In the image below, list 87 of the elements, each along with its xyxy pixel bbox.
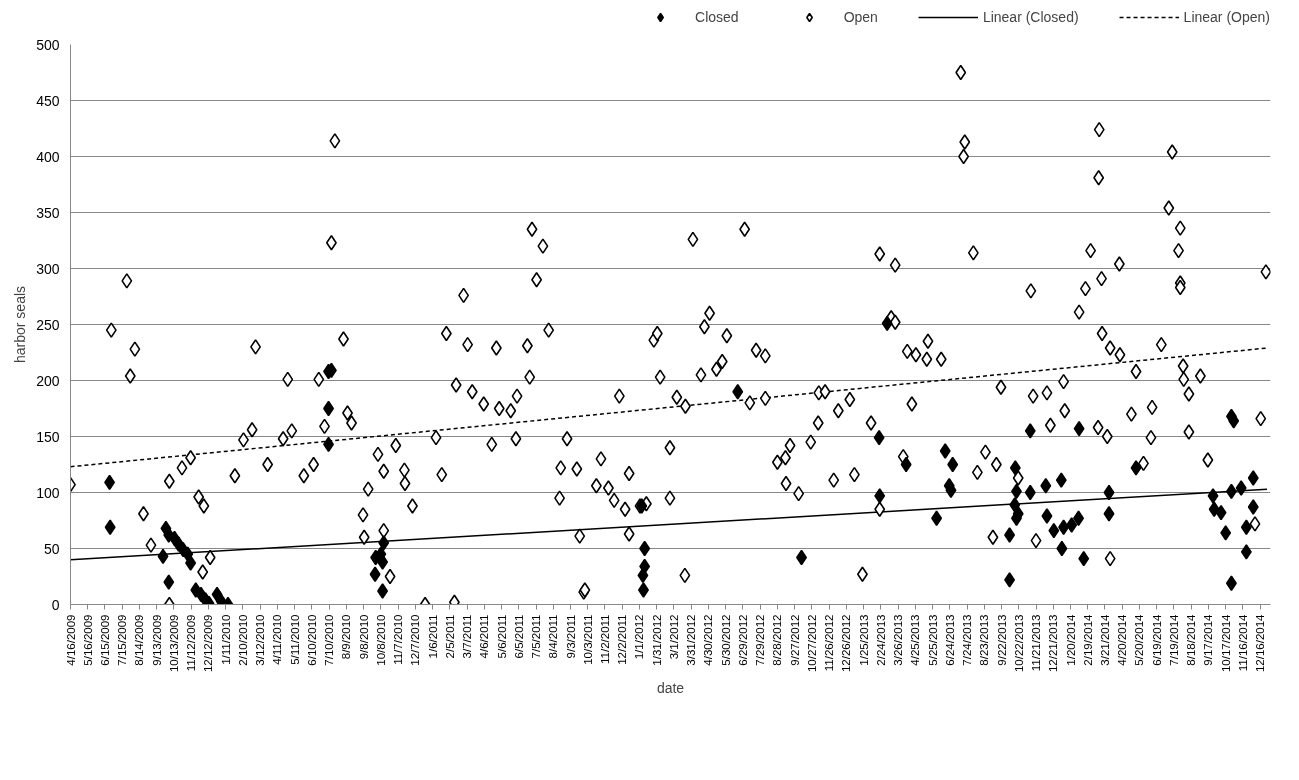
x-tick-label: 11/7/2010 xyxy=(392,614,405,665)
y-tick-label: 350 xyxy=(36,204,60,221)
legend-label: Linear (Open) xyxy=(1183,9,1270,25)
x-tick-label: 1/1/2012 xyxy=(633,614,646,660)
x-axis-title: date xyxy=(656,680,685,697)
x-tick-label: 11/12/2009 xyxy=(185,614,198,672)
x-tick-label: 4/6/2011 xyxy=(478,614,491,659)
y-tick-label: 300 xyxy=(36,260,60,277)
x-tick-label: 12/2/2011 xyxy=(616,614,629,665)
x-tick-label: 11/26/2012 xyxy=(823,614,836,672)
x-tick-label: 6/24/2013 xyxy=(943,614,956,666)
x-tick-label: 6/15/2009 xyxy=(98,614,111,666)
x-tick-label: 3/1/2012 xyxy=(667,614,680,660)
x-tick-label: 7/19/2014 xyxy=(1167,613,1180,666)
x-tick-label: 4/11/2010 xyxy=(271,614,284,665)
legend-label: Open xyxy=(843,9,878,25)
x-tick-label: 8/28/2012 xyxy=(771,614,784,666)
x-tick-label: 6/5/2011 xyxy=(512,614,525,659)
x-tick-label: 11/21/2013 xyxy=(1030,614,1043,672)
y-tick-label: 0 xyxy=(51,596,60,613)
x-tick-label: 1/20/2014 xyxy=(1064,613,1077,666)
x-tick-label: 9/8/2010 xyxy=(357,614,370,660)
x-tick-label: 7/29/2012 xyxy=(754,614,767,666)
x-tick-label: 9/3/2011 xyxy=(564,614,577,659)
y-tick-label: 150 xyxy=(36,428,60,445)
x-tick-label: 1/31/2012 xyxy=(650,614,663,666)
x-tick-label: 1/6/2011 xyxy=(426,614,439,659)
x-tick-label: 10/3/2011 xyxy=(581,614,594,665)
x-tick-label: 7/24/2013 xyxy=(961,614,974,666)
x-tick-label: 10/13/2009 xyxy=(167,614,180,673)
x-tick-label: 1/25/2013 xyxy=(857,614,870,666)
x-tick-label: 5/16/2009 xyxy=(81,614,94,666)
x-tick-label: 8/14/2009 xyxy=(133,614,146,666)
y-tick-label: 250 xyxy=(36,316,60,333)
x-tick-label: 12/16/2014 xyxy=(1254,613,1267,673)
y-tick-label: 100 xyxy=(36,484,60,501)
x-tick-label: 4/25/2013 xyxy=(909,614,922,666)
x-tick-label: 9/13/2009 xyxy=(150,614,163,666)
x-tick-label: 2/10/2010 xyxy=(236,614,249,666)
x-tick-label: 2/5/2011 xyxy=(443,614,456,659)
x-tick-label: 12/12/2009 xyxy=(202,614,215,673)
y-tick-label: 500 xyxy=(36,36,60,53)
y-tick-label: 450 xyxy=(36,92,60,109)
x-tick-label: 10/8/2010 xyxy=(374,614,387,666)
x-tick-label: 5/6/2011 xyxy=(495,614,508,659)
legend-label: Linear (Closed) xyxy=(982,9,1079,25)
x-tick-label: 4/20/2014 xyxy=(1116,613,1129,666)
x-tick-label: 9/27/2012 xyxy=(788,614,801,666)
x-tick-label: 5/30/2012 xyxy=(719,614,732,666)
x-tick-label: 1/11/2010 xyxy=(219,614,232,665)
x-tick-label: 11/2/2011 xyxy=(598,614,611,664)
x-tick-label: 8/18/2014 xyxy=(1185,613,1198,666)
x-tick-label: 2/24/2013 xyxy=(874,614,887,666)
x-tick-label: 8/9/2010 xyxy=(340,614,353,660)
x-tick-label: 3/21/2014 xyxy=(1098,613,1111,666)
x-tick-label: 4/16/2009 xyxy=(64,614,77,666)
x-tick-label: 9/17/2014 xyxy=(1202,613,1215,666)
x-tick-label: 9/22/2013 xyxy=(995,614,1008,666)
y-tick-label: 400 xyxy=(36,148,60,165)
x-tick-label: 7/5/2011 xyxy=(530,614,543,659)
y-tick-label: 50 xyxy=(43,540,60,557)
x-tick-label: 4/30/2012 xyxy=(702,614,715,666)
x-tick-label: 6/19/2014 xyxy=(1150,613,1163,666)
legend-label: Closed xyxy=(695,9,739,25)
x-tick-label: 3/31/2012 xyxy=(685,614,698,666)
x-tick-label: 6/29/2012 xyxy=(736,614,749,666)
x-tick-label: 3/26/2013 xyxy=(892,614,905,666)
x-tick-label: 10/22/2013 xyxy=(1012,614,1025,673)
x-tick-label: 6/10/2010 xyxy=(305,614,318,666)
x-tick-label: 8/4/2011 xyxy=(547,614,560,659)
x-tick-label: 2/19/2014 xyxy=(1081,613,1094,666)
x-tick-label: 5/25/2013 xyxy=(926,614,939,666)
x-tick-label: 10/27/2012 xyxy=(805,614,818,673)
y-tick-label: 200 xyxy=(36,372,60,389)
x-tick-label: 12/26/2012 xyxy=(840,614,853,673)
x-tick-label: 5/20/2014 xyxy=(1133,613,1146,666)
y-axis-title: harbor seals xyxy=(12,285,29,364)
x-tick-label: 7/15/2009 xyxy=(116,614,129,666)
x-tick-label: 12/21/2013 xyxy=(1047,614,1060,673)
x-tick-label: 12/7/2010 xyxy=(409,614,422,666)
x-tick-label: 7/10/2010 xyxy=(323,614,336,666)
x-tick-label: 10/17/2014 xyxy=(1219,613,1232,673)
x-tick-label: 3/7/2011 xyxy=(461,614,474,659)
x-tick-label: 11/16/2014 xyxy=(1236,613,1249,672)
x-tick-label: 5/11/2010 xyxy=(288,614,301,665)
x-tick-label: 3/12/2010 xyxy=(254,614,267,666)
x-tick-label: 8/23/2013 xyxy=(978,614,991,666)
